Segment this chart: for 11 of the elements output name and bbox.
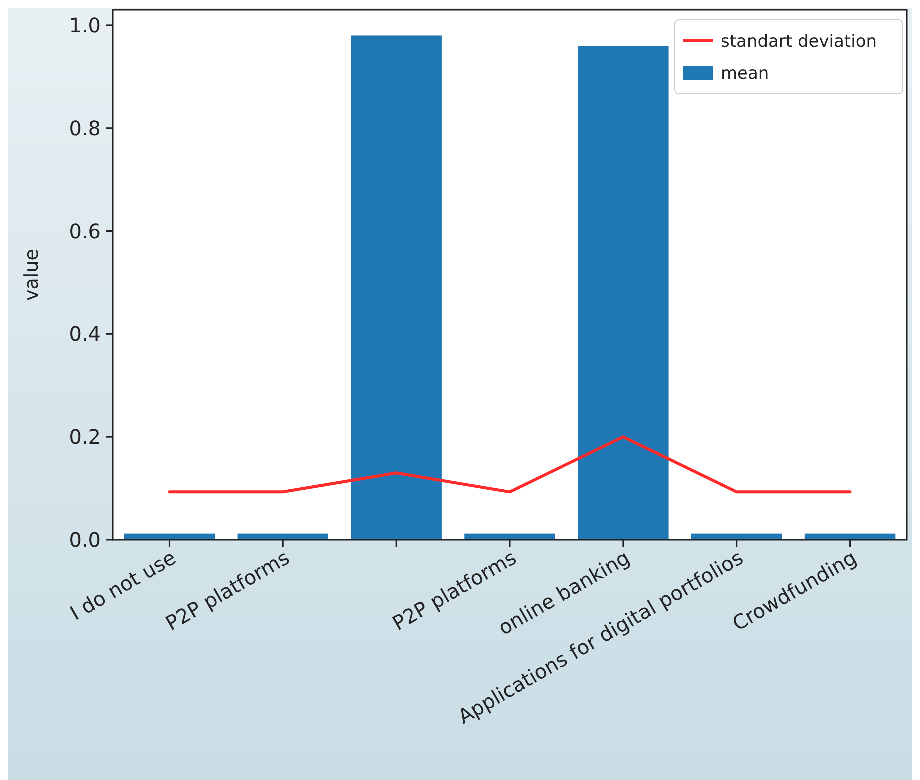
y-tick-label: 0.0 xyxy=(69,528,101,552)
y-tick-label: 1.0 xyxy=(69,13,101,38)
bar xyxy=(578,46,669,540)
legend-label: mean xyxy=(721,64,770,84)
y-tick-label: 0.2 xyxy=(69,425,101,450)
y-tick-label: 0.4 xyxy=(69,322,101,346)
y-axis-title: value xyxy=(21,249,43,301)
y-tick-label: 0.8 xyxy=(69,116,101,140)
bar xyxy=(351,36,442,540)
y-tick-label: 0.6 xyxy=(69,219,101,244)
legend-label: standart deviation xyxy=(721,32,877,52)
